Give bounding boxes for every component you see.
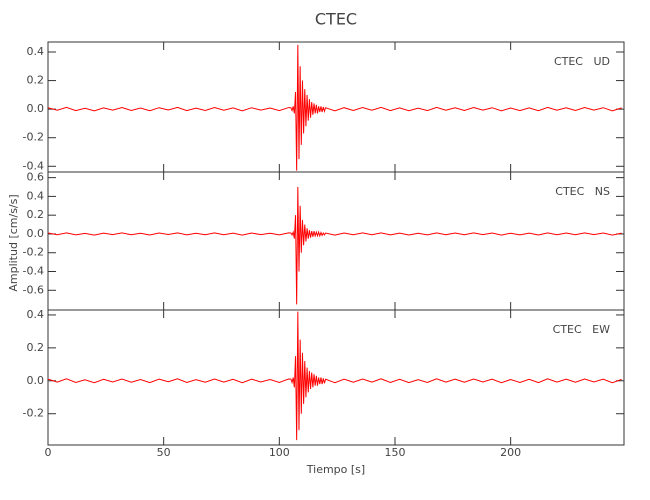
x-tick-label: 150 <box>384 446 405 459</box>
y-tick-label: -0.6 <box>23 283 44 296</box>
panel-label: CTEC UD <box>554 55 610 68</box>
y-tick-label: 0.0 <box>27 227 45 240</box>
y-axis-label: Amplitud [cm/s/s] <box>7 194 20 291</box>
y-tick-label: 0.4 <box>27 45 45 58</box>
y-tick-label: -0.2 <box>23 407 44 420</box>
y-tick-label: 0.2 <box>27 208 45 221</box>
waveform <box>47 311 622 441</box>
y-tick-label: 0.6 <box>27 171 45 184</box>
y-tick-label: -0.4 <box>23 265 44 278</box>
y-tick-label: 0.2 <box>27 74 45 87</box>
waveform <box>47 187 622 305</box>
panel-frame <box>47 309 625 446</box>
waveform <box>47 44 622 171</box>
panel-frame <box>47 171 625 311</box>
y-tick-label: 0.4 <box>27 308 45 321</box>
chart-title: CTEC <box>315 10 357 29</box>
x-tick-label: 100 <box>269 446 290 459</box>
y-tick-label: 0.0 <box>27 102 45 115</box>
y-tick-label: 0.0 <box>27 374 45 387</box>
y-tick-label: -0.2 <box>23 131 44 144</box>
y-tick-label: -0.2 <box>23 246 44 259</box>
y-tick-label: -0.4 <box>23 159 44 172</box>
x-tick-label: 0 <box>45 446 52 459</box>
panel-frame <box>47 41 625 173</box>
x-tick-label: 50 <box>157 446 171 459</box>
x-axis-label: Tiempo [s] <box>306 463 365 476</box>
x-tick-label: 200 <box>500 446 521 459</box>
y-tick-label: 0.4 <box>27 189 45 202</box>
panel-label: CTEC EW <box>553 323 610 336</box>
y-tick-label: 0.2 <box>27 341 45 354</box>
panel-label: CTEC NS <box>555 185 610 198</box>
